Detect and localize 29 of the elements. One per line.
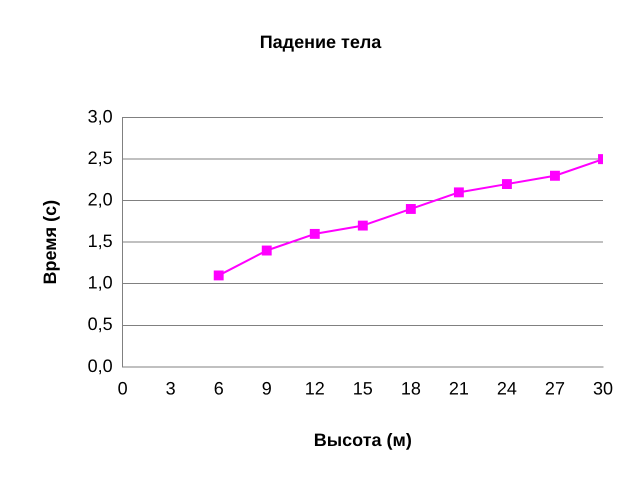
y-tick-label: 1,0 bbox=[88, 272, 113, 293]
x-axis-title: Высота (м) bbox=[314, 430, 412, 450]
y-tick-label: 3,0 bbox=[88, 106, 113, 127]
x-tick-label: 3 bbox=[166, 378, 176, 399]
x-tick-label: 0 bbox=[118, 378, 128, 399]
y-tick-label: 2,5 bbox=[88, 148, 113, 168]
point bbox=[406, 204, 416, 214]
point bbox=[358, 220, 368, 231]
point bbox=[454, 187, 464, 198]
x-tick-label: 12 bbox=[304, 378, 325, 399]
point bbox=[214, 270, 224, 280]
y-axis-title: Время (с) bbox=[40, 200, 60, 284]
y-tick-label: 1,5 bbox=[88, 231, 113, 252]
point bbox=[310, 228, 320, 239]
x-tick-label: 15 bbox=[352, 378, 373, 399]
x-tick-label: 30 bbox=[592, 378, 614, 399]
chart-title: Падение тела bbox=[260, 32, 382, 52]
x-tick-label: 18 bbox=[400, 378, 421, 399]
y-tick-label: 0,0 bbox=[88, 356, 113, 376]
y-tick-label: 0,5 bbox=[88, 314, 113, 334]
point bbox=[502, 179, 512, 190]
x-tick-label: 24 bbox=[496, 378, 517, 399]
x-tick-label: 9 bbox=[262, 378, 272, 399]
point bbox=[262, 246, 272, 256]
point bbox=[550, 170, 560, 181]
x-tick-label: 27 bbox=[544, 378, 565, 399]
y-tick-label: 2,0 bbox=[88, 190, 113, 210]
x-tick-label: 21 bbox=[448, 378, 469, 399]
x-tick-label: 6 bbox=[214, 378, 224, 399]
